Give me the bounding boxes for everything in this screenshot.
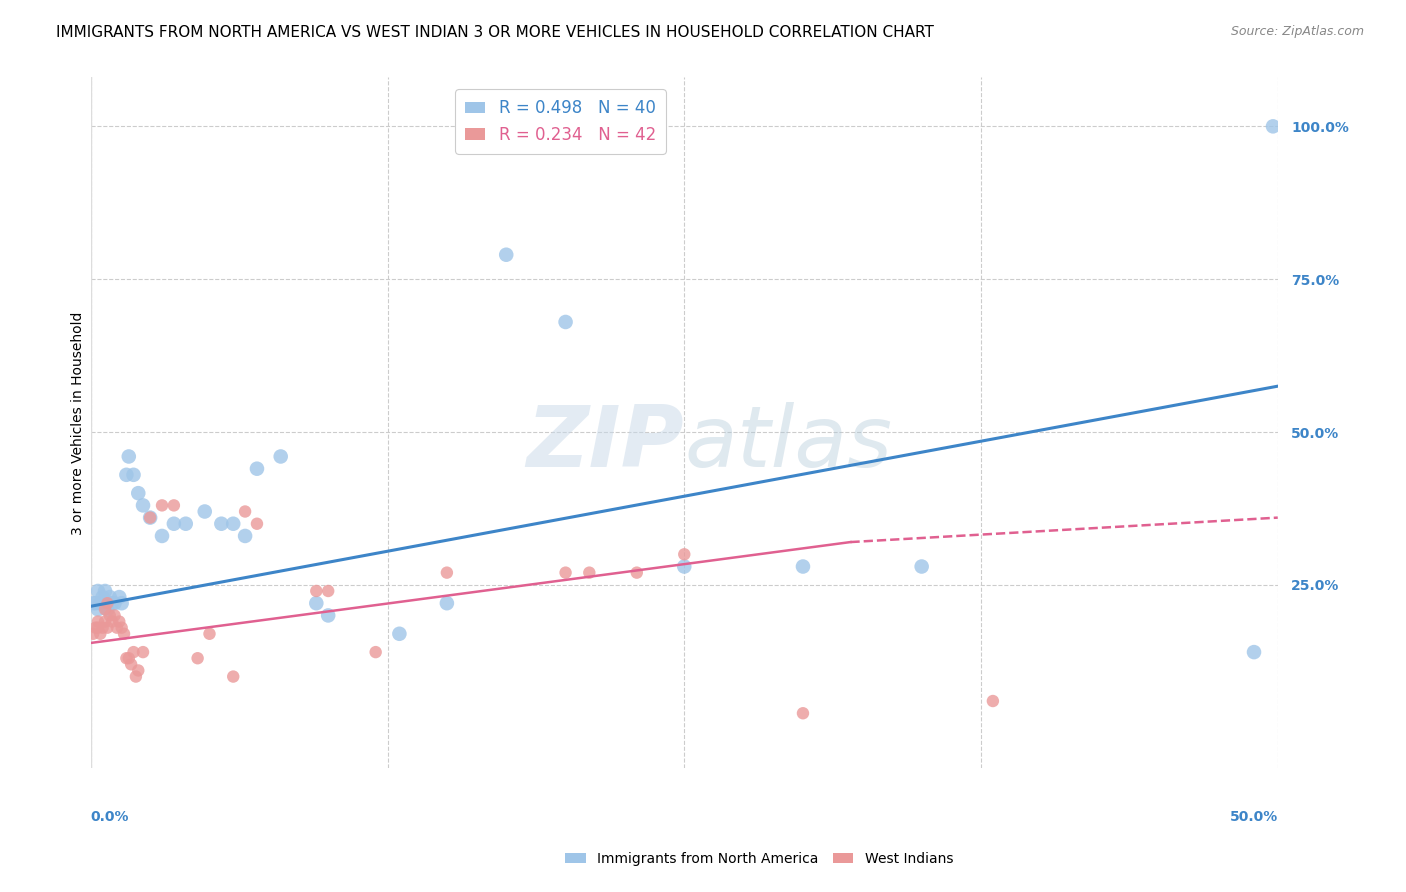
Point: [911, 559, 934, 574]
Point: [233, 504, 256, 518]
Text: IMMIGRANTS FROM NORTH AMERICA VS WEST INDIAN 3 OR MORE VEHICLES IN HOUSEHOLD COR: IMMIGRANTS FROM NORTH AMERICA VS WEST IN…: [56, 25, 934, 40]
Point: [222, 516, 245, 531]
Point: [194, 504, 217, 518]
Point: [111, 596, 134, 610]
Text: 0.0%: 0.0%: [91, 810, 129, 823]
Point: [792, 706, 814, 721]
Point: [578, 566, 600, 580]
Point: [105, 621, 128, 635]
Point: [316, 608, 339, 623]
Point: [94, 602, 117, 616]
Point: [187, 651, 209, 665]
Point: [209, 516, 232, 531]
Legend: Immigrants from North America, West Indians: Immigrants from North America, West Indi…: [560, 847, 959, 871]
Point: [89, 596, 111, 610]
Text: atlas: atlas: [685, 402, 893, 485]
Point: [82, 596, 104, 610]
Point: [305, 596, 328, 610]
Point: [91, 590, 114, 604]
Point: [96, 602, 118, 616]
Point: [673, 559, 696, 574]
Text: Source: ZipAtlas.com: Source: ZipAtlas.com: [1230, 25, 1364, 38]
Point: [103, 596, 125, 610]
Point: [98, 608, 121, 623]
Point: [316, 584, 339, 599]
Point: [87, 602, 110, 616]
Point: [139, 510, 162, 524]
Point: [84, 621, 107, 635]
Point: [120, 657, 142, 672]
Point: [101, 596, 124, 610]
Point: [84, 596, 107, 610]
Legend: R = 0.498   N = 40, R = 0.234   N = 42: R = 0.498 N = 40, R = 0.234 N = 42: [456, 89, 666, 153]
Point: [554, 315, 576, 329]
Point: [122, 645, 145, 659]
Point: [103, 608, 125, 623]
Point: [96, 596, 118, 610]
Point: [163, 516, 186, 531]
Point: [87, 621, 110, 635]
Point: [122, 467, 145, 482]
Point: [127, 664, 149, 678]
Point: [364, 645, 387, 659]
Point: [198, 627, 221, 641]
Point: [981, 694, 1004, 708]
Point: [132, 645, 155, 659]
Point: [436, 596, 458, 610]
Point: [246, 461, 269, 475]
Point: [87, 584, 110, 599]
Point: [132, 499, 155, 513]
Point: [1261, 120, 1284, 134]
Point: [305, 584, 328, 599]
Y-axis label: 3 or more Vehicles in Household: 3 or more Vehicles in Household: [72, 311, 86, 534]
Point: [436, 566, 458, 580]
Point: [626, 566, 648, 580]
Point: [112, 627, 135, 641]
Point: [89, 627, 111, 641]
Point: [87, 615, 110, 629]
Text: ZIP: ZIP: [527, 402, 685, 485]
Point: [127, 486, 149, 500]
Point: [118, 450, 141, 464]
Point: [115, 467, 138, 482]
Point: [792, 559, 814, 574]
Point: [111, 621, 134, 635]
Point: [94, 584, 117, 599]
Point: [270, 450, 292, 464]
Point: [82, 627, 104, 641]
Point: [673, 547, 696, 561]
Point: [554, 566, 576, 580]
Point: [495, 248, 517, 262]
Point: [101, 615, 124, 629]
Point: [118, 651, 141, 665]
Point: [150, 499, 173, 513]
Point: [108, 590, 131, 604]
Point: [94, 615, 117, 629]
Point: [233, 529, 256, 543]
Point: [388, 627, 411, 641]
Point: [174, 516, 197, 531]
Point: [96, 621, 118, 635]
Point: [1243, 645, 1265, 659]
Point: [125, 669, 148, 683]
Point: [139, 510, 162, 524]
Point: [163, 499, 186, 513]
Point: [115, 651, 138, 665]
Point: [246, 516, 269, 531]
Point: [150, 529, 173, 543]
Text: 50.0%: 50.0%: [1229, 810, 1278, 823]
Point: [108, 615, 131, 629]
Point: [222, 669, 245, 683]
Point: [98, 590, 121, 604]
Point: [91, 621, 114, 635]
Point: [96, 596, 118, 610]
